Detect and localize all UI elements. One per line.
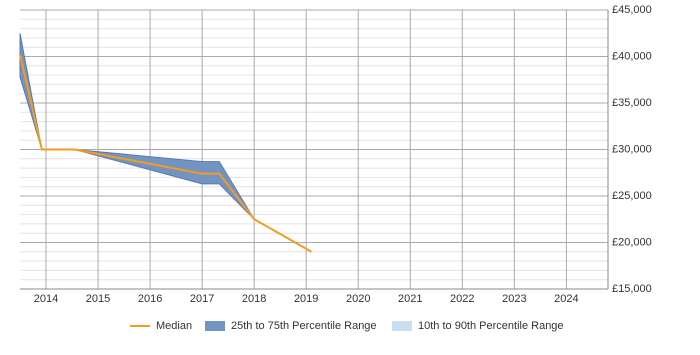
x-tick-label: 2019 — [294, 293, 318, 305]
x-tick-label: 2024 — [554, 293, 578, 305]
x-tick-label: 2023 — [502, 293, 526, 305]
y-tick-label: £40,000 — [612, 50, 652, 62]
y-tick-label: £30,000 — [612, 143, 652, 155]
y-tick-label: £35,000 — [612, 97, 652, 109]
x-tick-label: 2021 — [398, 293, 422, 305]
x-tick-label: 2016 — [138, 293, 162, 305]
x-tick-label: 2022 — [450, 293, 474, 305]
legend-swatch — [392, 321, 412, 331]
y-tick-label: £15,000 — [612, 283, 652, 295]
x-tick-label: 2018 — [242, 293, 266, 305]
x-tick-label: 2014 — [34, 293, 58, 305]
y-tick-label: £45,000 — [612, 4, 652, 16]
median-line — [19, 54, 312, 253]
percentile-band — [19, 33, 255, 220]
legend-label: Median — [156, 320, 192, 332]
legend-label: 10th to 90th Percentile Range — [418, 320, 564, 332]
legend-label: 25th to 75th Percentile Range — [231, 320, 377, 332]
y-tick-label: £20,000 — [612, 236, 652, 248]
legend-swatch — [205, 321, 225, 331]
y-tick-label: £25,000 — [612, 190, 652, 202]
x-tick-label: 2017 — [190, 293, 214, 305]
x-tick-label: 2015 — [86, 293, 110, 305]
x-tick-label: 2020 — [346, 293, 370, 305]
